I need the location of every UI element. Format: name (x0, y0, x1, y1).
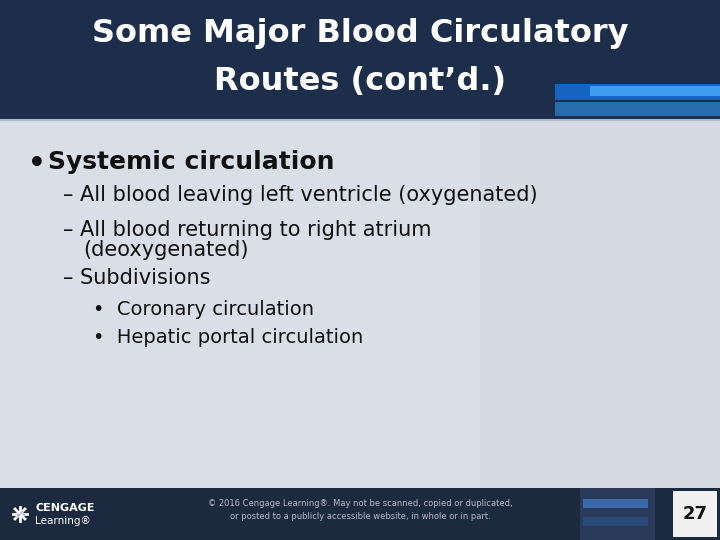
Bar (590, 86, 720, 96)
Text: •  Hepatic portal circulation: • Hepatic portal circulation (93, 328, 364, 347)
Bar (0, 0, 720, 120)
Text: 27: 27 (683, 505, 708, 523)
Text: – All blood leaving left ventricle (oxygenated): – All blood leaving left ventricle (oxyg… (63, 185, 538, 205)
Bar (583, 517, 648, 526)
Bar (555, 102, 720, 116)
Text: •  Coronary circulation: • Coronary circulation (93, 300, 314, 319)
Text: (deoxygenated): (deoxygenated) (83, 240, 248, 260)
Text: – Subdivisions: – Subdivisions (63, 268, 210, 288)
Bar (583, 499, 648, 508)
Text: Learning®: Learning® (35, 516, 91, 526)
Text: – All blood returning to right atrium: – All blood returning to right atrium (63, 220, 431, 240)
Text: Systemic circulation: Systemic circulation (48, 150, 335, 174)
Bar (0, 488, 720, 540)
Bar (673, 491, 717, 537)
Text: Routes (cont’d.): Routes (cont’d.) (214, 66, 506, 97)
Bar (580, 488, 655, 540)
Bar (0, 120, 480, 488)
Bar (555, 84, 720, 100)
Text: Some Major Blood Circulatory: Some Major Blood Circulatory (91, 18, 629, 49)
Bar (655, 488, 720, 540)
Text: •: • (28, 150, 46, 178)
Text: CENGAGE: CENGAGE (35, 503, 94, 513)
Text: © 2016 Cengage Learning®. May not be scanned, copied or duplicated,
or posted to: © 2016 Cengage Learning®. May not be sca… (207, 499, 513, 521)
Bar (0, 120, 720, 488)
